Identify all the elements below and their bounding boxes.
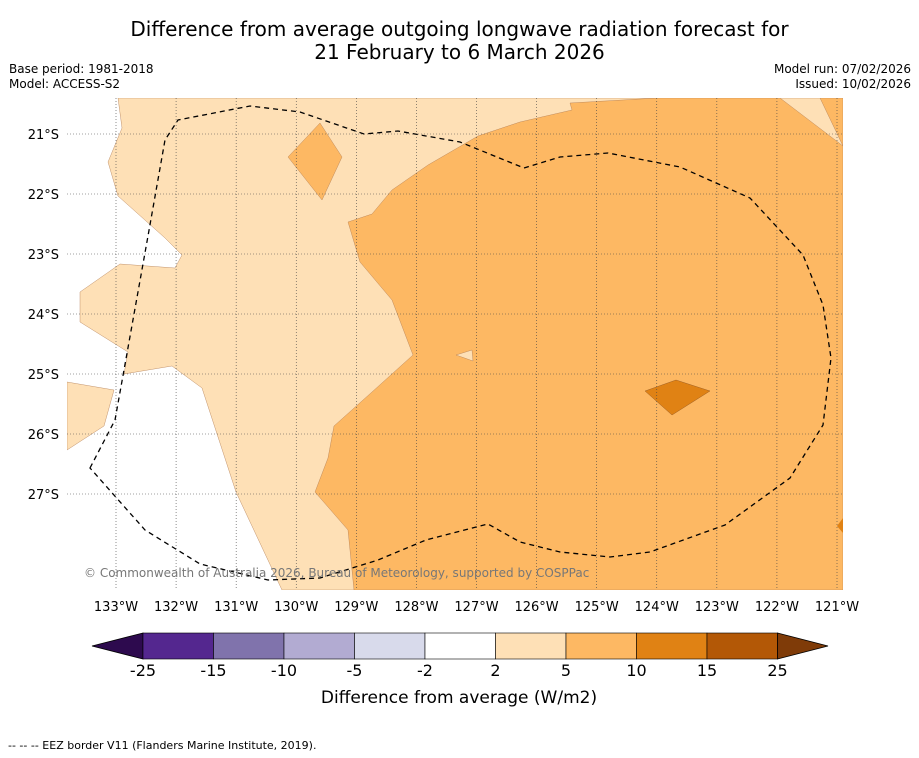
lon-label: 124°W: [635, 600, 679, 615]
colorbar-tick-label: 10: [626, 661, 646, 680]
map-fill: © Commonwealth of Australia 2026, Bureau…: [67, 98, 843, 590]
lat-label: 24°S: [28, 308, 59, 323]
colorbar-segment: [565, 632, 637, 660]
title-line-2: 21 February to 6 March 2026: [314, 40, 605, 64]
colorbar-segment: [424, 632, 496, 660]
colorbar-segment: [495, 632, 567, 660]
meta-right: Model run: 07/02/2026 Issued: 10/02/2026: [774, 62, 911, 92]
colorbar-tick-label: 5: [561, 661, 571, 680]
lat-label: 22°S: [28, 188, 59, 203]
meta-left: Base period: 1981-2018 Model: ACCESS-S2: [9, 62, 154, 92]
copyright-text: © Commonwealth of Australia 2026, Bureau…: [84, 566, 589, 580]
colorbar: [91, 632, 829, 660]
gridlines: [67, 98, 843, 590]
model-name: Model: ACCESS-S2: [9, 77, 121, 91]
lon-label: 129°W: [334, 600, 378, 615]
colorbar-segment: [213, 632, 285, 660]
colorbar-segment: [283, 632, 355, 660]
lat-label: 25°S: [28, 368, 59, 383]
region-10-15: [644, 379, 711, 416]
base-period: Base period: 1981-2018: [9, 62, 154, 76]
lon-label: 121°W: [815, 600, 859, 615]
chart-title: Difference from average outgoing longwav…: [0, 18, 919, 64]
region-2-5-island: [455, 349, 474, 362]
region-2-5-west: [67, 381, 115, 451]
colorbar-tick-label: -25: [130, 661, 156, 680]
lon-label: 123°W: [695, 600, 739, 615]
lat-labels: 21°S 22°S 23°S 24°S 25°S 26°S 27°S: [28, 128, 59, 503]
title-line-1: Difference from average outgoing longwav…: [130, 17, 789, 41]
lon-label: 133°W: [94, 600, 138, 615]
footnote: -- -- -- EEZ border V11 (Flanders Marine…: [8, 739, 317, 752]
plot-area: © Commonwealth of Australia 2026, Bureau…: [28, 98, 859, 708]
lon-label: 128°W: [394, 600, 438, 615]
colorbar-extend-min: [91, 632, 144, 660]
model-run: Model run: 07/02/2026: [773, 62, 911, 76]
lon-label: 130°W: [274, 600, 318, 615]
lon-label: 125°W: [575, 600, 619, 615]
colorbar-extend-max: [777, 632, 829, 660]
lon-label: 132°W: [154, 600, 198, 615]
lon-label: 131°W: [214, 600, 258, 615]
colorbar-label: Difference from average (W/m2): [321, 688, 597, 708]
colorbar-tick-label: 25: [767, 661, 787, 680]
issued-date: Issued: 10/02/2026: [795, 77, 911, 91]
region-5-10: [314, 98, 843, 590]
lat-label: 23°S: [28, 248, 59, 263]
region-10-15-edge: [837, 518, 843, 533]
lon-label: 126°W: [514, 600, 558, 615]
colorbar-segment: [636, 632, 708, 660]
colorbar-segment: [142, 632, 214, 660]
colorbar-tick-label: 15: [697, 661, 717, 680]
lat-label: 27°S: [28, 488, 59, 503]
lon-label: 122°W: [755, 600, 799, 615]
lon-labels: 133°W 132°W 131°W 130°W 129°W 128°W 127°W 126°W…: [94, 600, 859, 615]
colorbar-segment: [706, 632, 778, 660]
lon-label: 127°W: [454, 600, 498, 615]
colorbar-ticks: -25 -15 -10 -5 -2 2 5 10 15 25: [130, 661, 788, 680]
colorbar-tick-label: -2: [417, 661, 433, 680]
colorbar-tick-label: 2: [490, 661, 500, 680]
colorbar-tick-label: -10: [271, 661, 297, 680]
region-5-10-north: [287, 122, 343, 201]
colorbar-segment: [354, 632, 426, 660]
lat-label: 21°S: [28, 128, 59, 143]
colorbar-tick-label: -5: [347, 661, 363, 680]
eez-border: [89, 105, 832, 581]
colorbar-tick-label: -15: [200, 661, 226, 680]
lat-label: 26°S: [28, 428, 59, 443]
